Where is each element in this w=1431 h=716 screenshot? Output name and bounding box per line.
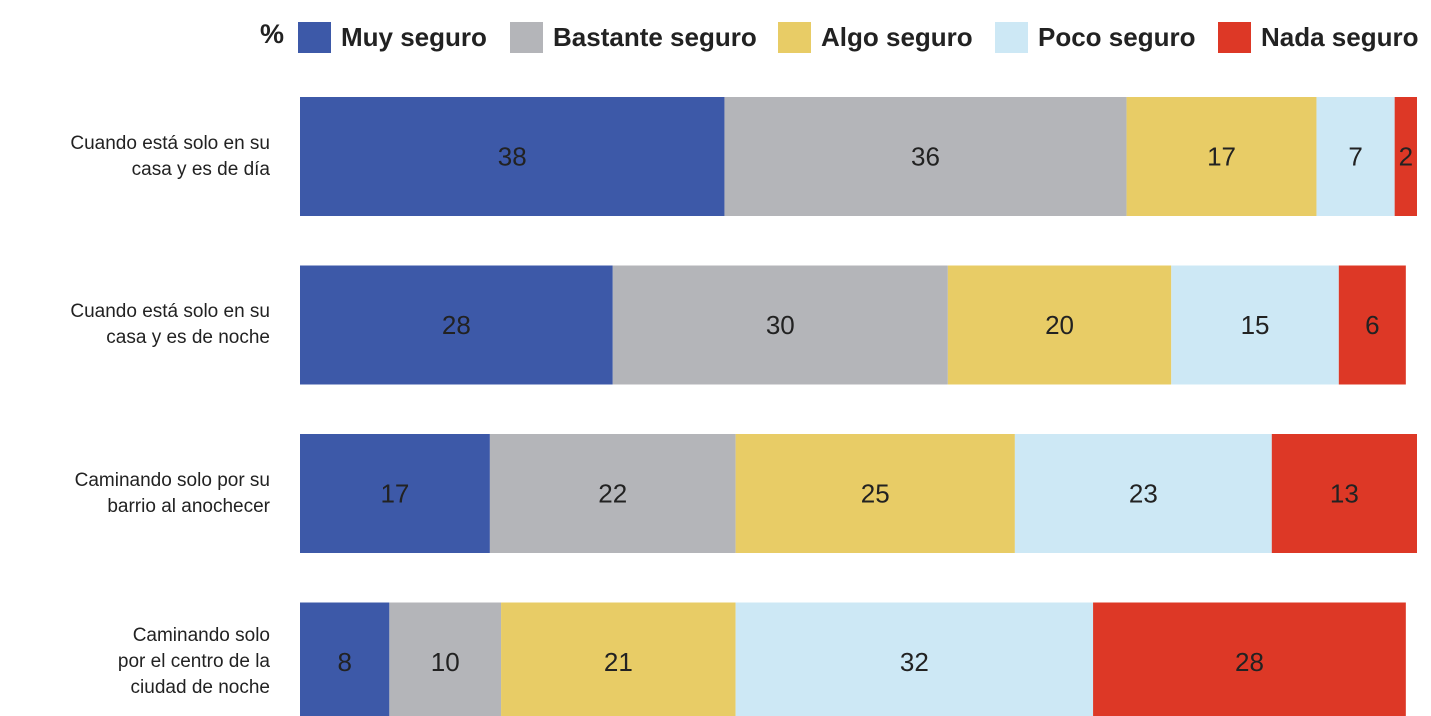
value-label: 38 — [498, 141, 527, 171]
value-label: 28 — [1235, 647, 1264, 677]
bar-segment — [300, 434, 490, 553]
bar-segment — [489, 434, 736, 553]
value-label: 22 — [598, 478, 627, 508]
legend-swatch — [995, 22, 1028, 53]
value-label: 28 — [442, 310, 471, 340]
bar-segment — [389, 602, 502, 716]
legend-label: Nada seguro — [1261, 22, 1419, 52]
category-label: Caminando solo por su barrio al anochece… — [74, 469, 270, 517]
value-label: 10 — [431, 647, 460, 677]
value-label: 8 — [337, 647, 351, 677]
bar-segment — [1338, 265, 1406, 385]
value-label: 7 — [1348, 141, 1362, 171]
legend-swatch — [298, 22, 331, 53]
bar-segment — [1394, 97, 1417, 216]
bar-segment — [1014, 434, 1272, 553]
bar-segment — [300, 265, 613, 385]
bar-segment — [735, 602, 1094, 716]
legend-swatch — [1218, 22, 1251, 53]
category-label: Cuando está solo en su casa y es de día — [70, 132, 270, 180]
value-label: 2 — [1399, 141, 1413, 171]
value-label: 17 — [1207, 141, 1236, 171]
bar-segment — [501, 602, 736, 716]
legend-label: Muy seguro — [341, 22, 487, 52]
legend-label: Algo seguro — [821, 22, 973, 52]
value-label: 21 — [604, 647, 633, 677]
legend-title: % — [260, 19, 284, 49]
value-label: 17 — [380, 478, 409, 508]
legend-label: Bastante seguro — [553, 22, 757, 52]
value-label: 36 — [911, 141, 940, 171]
value-label: 30 — [766, 310, 795, 340]
legend-label: Poco seguro — [1038, 22, 1195, 52]
legend-swatch — [510, 22, 543, 53]
bar-segment — [1171, 265, 1339, 385]
value-label: 32 — [900, 647, 929, 677]
bar-segment — [612, 265, 948, 385]
category-label: Cuando está solo en su casa y es de noch… — [70, 301, 270, 348]
bar-segment — [1126, 97, 1317, 216]
bar-segment — [300, 97, 725, 216]
value-label: 15 — [1241, 310, 1270, 340]
value-label: 23 — [1129, 478, 1158, 508]
value-label: 25 — [861, 478, 890, 508]
value-label: 13 — [1330, 478, 1359, 508]
value-label: 6 — [1365, 310, 1379, 340]
legend-swatch — [778, 22, 811, 53]
bar-segment — [947, 265, 1172, 385]
bar-segment — [1093, 602, 1406, 716]
value-label: 20 — [1045, 310, 1074, 340]
bar-segment — [1271, 434, 1417, 553]
bar-segment — [735, 434, 1015, 553]
bar-segment — [724, 97, 1127, 216]
category-label: Caminando solo por el centro de la ciuda… — [117, 625, 270, 698]
bar-segment — [300, 602, 390, 716]
bar-segment — [1316, 97, 1395, 216]
